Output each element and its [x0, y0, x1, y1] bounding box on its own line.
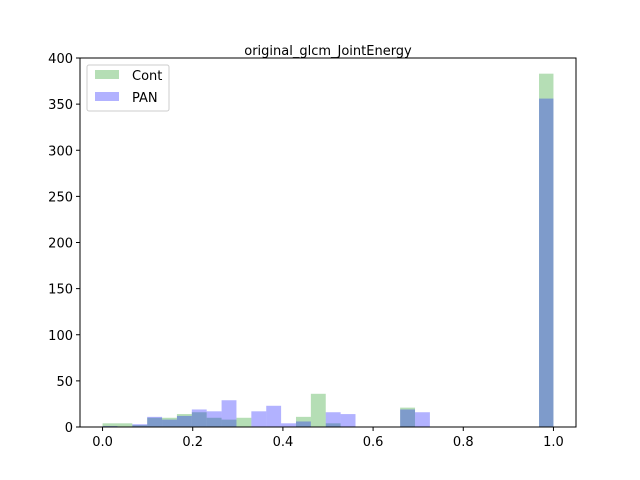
legend-box [86, 64, 170, 112]
bar-pan-15 [415, 412, 430, 427]
y-tick-label-0: 0 [65, 421, 73, 436]
bar-cont-3 [147, 417, 163, 427]
bar-pan-1 [132, 424, 148, 427]
y-tick-label-4: 200 [48, 237, 73, 252]
x-tick-label-3: 0.6 [363, 435, 384, 450]
bar-cont-14 [539, 73, 554, 428]
bar-cont-12 [325, 423, 341, 427]
bar-cont-8 [221, 419, 237, 427]
bar-pan-4 [176, 415, 192, 427]
bar-pan-6 [206, 411, 222, 427]
legend-swatch-cont [95, 70, 119, 79]
bar-pan-11 [295, 421, 311, 427]
bar-pan-12 [325, 412, 341, 427]
legend-label-pan: PAN [132, 91, 158, 106]
bar-pan-13 [340, 414, 356, 427]
x-tick-label-1: 0.2 [182, 435, 203, 450]
bar-pan-14 [400, 409, 416, 427]
bar-cont-1 [117, 423, 133, 427]
bar-pan-9 [266, 405, 282, 427]
bar-pan-3 [162, 419, 177, 427]
x-tick-label-4: 0.8 [453, 435, 474, 450]
bar-pan-10 [281, 423, 296, 427]
y-tick-label-5: 250 [48, 190, 73, 205]
bar-cont-2 [132, 425, 148, 427]
x-tick-label-5: 1.0 [543, 435, 564, 450]
legend-label-cont: Cont [132, 69, 162, 84]
bar-pan-2 [147, 416, 163, 427]
x-tick-label-2: 0.4 [273, 435, 294, 450]
bar-pan-8 [251, 411, 267, 427]
bar-cont-6 [191, 412, 207, 427]
y-tick-label-2: 100 [48, 329, 73, 344]
bar-cont-10 [295, 416, 311, 427]
y-tick-label-3: 150 [48, 283, 73, 298]
bar-cont-0 [102, 423, 118, 427]
y-tick-label-6: 300 [48, 144, 73, 159]
y-tick-label-7: 350 [48, 98, 73, 113]
x-tick-label-0: 0.0 [92, 435, 113, 450]
bar-cont-13 [400, 407, 416, 427]
bar-pan-7 [221, 400, 237, 427]
bar-cont-4 [162, 417, 177, 427]
bar-cont-11 [310, 393, 326, 427]
bar-cont-7 [206, 417, 222, 427]
axis-layer: 0.0 0.2 0.4 0.6 0.8 1.0 0 50 100 150 200 250 300 350 4… [48, 52, 564, 450]
plot-frame [79, 57, 577, 428]
bar-cont-5 [176, 414, 192, 427]
legend-swatch-pan [95, 92, 119, 101]
bar-pan-16 [539, 98, 554, 427]
y-tick-label-8: 400 [48, 52, 73, 67]
chart-title: original_glcm_JointEnergy [244, 44, 412, 59]
bars-layer [102, 73, 554, 428]
legend: Cont PAN [86, 64, 170, 112]
bar-cont-9 [236, 417, 252, 427]
y-tick-label-1: 50 [56, 375, 73, 390]
bar-pan-5 [191, 409, 207, 427]
